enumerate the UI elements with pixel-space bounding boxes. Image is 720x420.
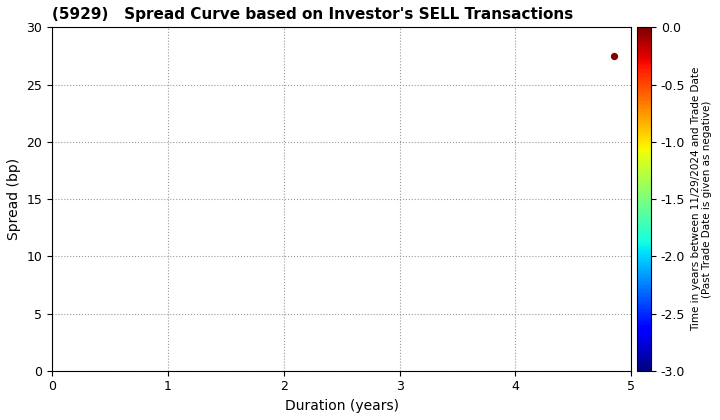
Y-axis label: Spread (bp): Spread (bp) [7, 158, 21, 240]
Point [608, 52, 620, 59]
Text: (5929)   Spread Curve based on Investor's SELL Transactions: (5929) Spread Curve based on Investor's … [52, 7, 573, 22]
X-axis label: Duration (years): Duration (years) [284, 399, 399, 413]
Y-axis label: Time in years between 11/29/2024 and Trade Date
(Past Trade Date is given as neg: Time in years between 11/29/2024 and Tra… [691, 67, 713, 331]
